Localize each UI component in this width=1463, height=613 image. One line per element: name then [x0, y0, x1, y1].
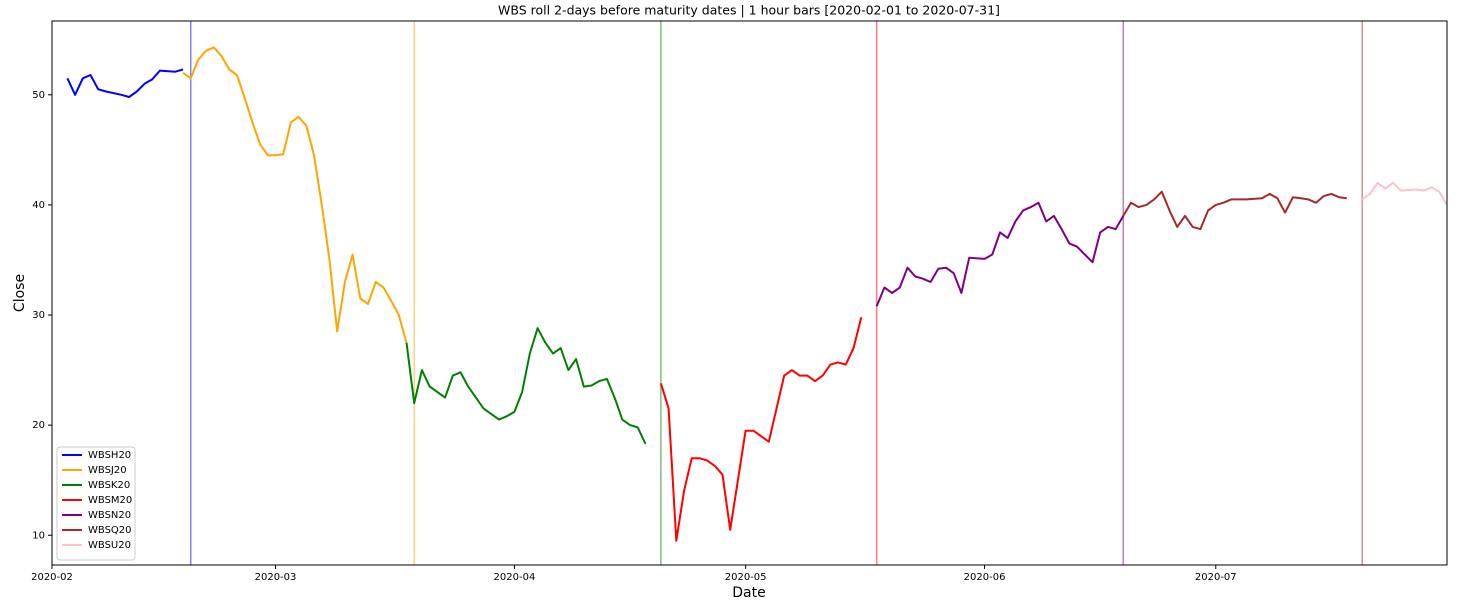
x-tick-label: 2020-06 [964, 572, 1006, 583]
y-tick-label: 40 [32, 200, 45, 211]
series-line [875, 201, 1125, 307]
y-tick-label: 50 [32, 90, 45, 101]
x-tick-label: 2020-03 [255, 572, 297, 583]
y-axis-label: Close [12, 274, 28, 312]
legend-label: WBSH20 [88, 450, 131, 461]
legend-label: WBSK20 [88, 480, 130, 491]
x-tick-label: 2020-02 [31, 572, 73, 583]
legend: WBSH20 WBSJ20 WBSK20 WBSM20 WBSN20 WBSQ20 WBSU… [56, 446, 136, 561]
plot-frame [51, 20, 1448, 566]
series-line [182, 46, 408, 343]
legend-label: WBSQ20 [88, 525, 132, 536]
x-tick-label: 2020-05 [725, 572, 767, 583]
legend-label: WBSU20 [88, 540, 131, 551]
plot-area [66, 21, 1447, 565]
series-line [405, 327, 647, 445]
series-line [659, 316, 863, 542]
y-tick-label: 30 [32, 310, 45, 321]
legend-label: WBSN20 [88, 510, 131, 521]
legend-label: WBSJ20 [88, 465, 127, 476]
y-tick-label: 10 [32, 530, 45, 541]
x-tick-label: 2020-04 [494, 572, 536, 583]
chart-title: WBS roll 2-days before maturity dates | … [498, 3, 1000, 18]
series-line [1361, 181, 1447, 206]
legend-box [56, 446, 136, 561]
y-tick-label: 20 [32, 420, 45, 431]
series-line [1122, 190, 1347, 231]
legend-label: WBSM20 [88, 495, 132, 506]
series-line [66, 68, 184, 98]
x-tick-label: 2020-07 [1195, 572, 1237, 583]
x-axis-label: Date [732, 585, 765, 601]
